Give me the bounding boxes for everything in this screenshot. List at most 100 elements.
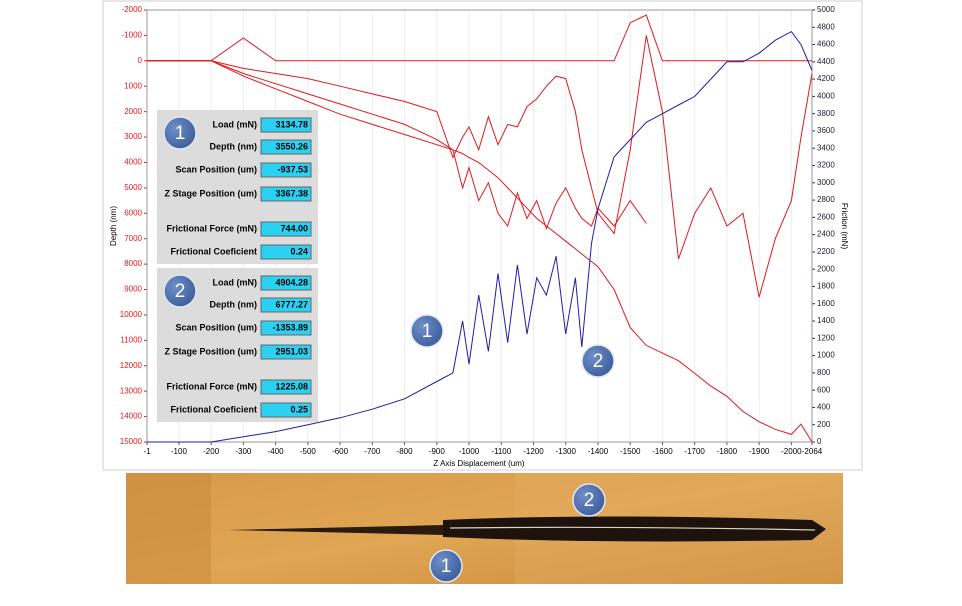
y2-tick-label: 600 [817,385,831,394]
readout-value: -1353.89 [272,322,308,332]
y2-tick-label: 2000 [817,264,835,273]
y2-tick-label: 2200 [817,247,835,256]
x-tick-label: -1 [143,447,151,456]
y-tick-label: 10000 [120,310,143,319]
series-line [147,35,813,298]
x-tick-label: -1600 [652,447,673,456]
y2-tick-label: 5000 [817,5,835,14]
y2-tick-label: 3400 [817,143,835,152]
readout-box [260,297,312,313]
series-line [147,14,812,62]
plot-frame [146,9,813,443]
readout-box [260,344,312,360]
readout-label: Z Stage Position (um) [164,346,257,356]
marker-circle [410,314,444,348]
y2-tick-label: 2800 [817,195,835,204]
marker-label: 2 [593,351,604,372]
readout-label: Frictional Coeficient [170,404,257,414]
readout-label: Load (mN) [213,119,258,129]
x-tick-label: -1300 [555,447,576,456]
photo-shade [126,473,211,584]
y2-tick-label: 0 [817,437,822,446]
y-tick-label: -2000 [122,5,143,14]
y-tick-label: 12000 [120,361,143,370]
y2-tick-label: 200 [817,420,831,429]
y-tick-label: 13000 [120,386,143,395]
y-tick-label: 14000 [120,412,143,421]
readout-value: 0.24 [290,246,308,256]
y2-tick-label: 4400 [817,57,835,66]
y2-tick-label: 4600 [817,40,835,49]
x-tick-label: -2000 [781,447,802,456]
x-axis-label: Z Axis Displacement (um) [433,459,524,468]
series-line [147,30,813,443]
readout-value: 744.00 [280,223,308,233]
y-tick-label: 4000 [124,158,142,167]
readout-box [260,117,312,133]
y-tick-label: 15000 [120,437,143,446]
y2-tick-label: 4000 [817,92,835,101]
y2-tick-label: 2400 [817,230,835,239]
readout-label: Frictional Coeficient [170,246,257,256]
readout-badge [163,274,197,308]
readout-box [260,186,312,202]
readout-box [260,221,312,237]
readout-badge [163,116,197,150]
readout-label: Scan Position (um) [175,164,257,174]
y-tick-label: 2000 [124,107,142,116]
x-tick-label: -1100 [491,447,511,456]
readout-box [260,275,312,291]
y2-tick-label: 1400 [817,316,835,325]
x-tick-label: -300 [235,447,252,456]
x-tick-label: -1000 [459,447,480,456]
x-tick-label: -2064 [802,447,823,456]
y2-tick-label: 3600 [817,126,835,135]
readout-value: 3550.26 [275,141,308,151]
y2-tick-label: 400 [817,403,831,412]
x-tick-label: -700 [364,447,381,456]
y2-tick-label: 3000 [817,178,835,187]
scratch-highlight [449,526,816,531]
y-tick-label: 0 [138,56,143,65]
readout-value: 3367.38 [275,188,308,198]
x-tick-label: -1700 [684,447,705,456]
series-line [147,60,647,230]
scratch-thin [228,525,445,535]
marker-label: 1 [441,556,452,577]
readout-panel: Load (mN) 3134.78 Depth (nm) 3550.26 Scan Po… [157,110,318,422]
markers: 1 2 2 1 [410,314,615,583]
readout-value: 3134.78 [275,119,308,129]
x-tick-label: -200 [203,447,220,456]
y-tick-label: 11000 [120,335,142,344]
x-tick-label: -1800 [717,447,738,456]
series-line [147,60,813,443]
y-tick-label: -1000 [122,31,143,40]
marker-circle [429,549,463,583]
y2-tick-label: 1200 [817,333,835,342]
readout-value: 1225.08 [275,381,308,391]
readout-label: Scan Position (um) [175,322,257,332]
y-tick-label: 3000 [124,132,142,141]
y2-tick-label: 4800 [817,22,835,31]
scratch-wide [443,516,826,542]
y-tick-label: 7000 [124,234,142,243]
x-tick-label: -1500 [620,447,641,456]
readout-label: Depth (nm) [210,141,258,151]
readout-box [260,320,312,336]
y-tick-label: 8000 [124,259,142,268]
y2-tick-label: 3800 [817,109,835,118]
y2-tick-label: 1600 [817,299,835,308]
x-tick-label: -900 [429,447,446,456]
readout-box [260,139,312,155]
readout-box [260,379,312,395]
y2-tick-label: 2600 [817,212,835,221]
y2-tick-label: 1800 [817,282,835,291]
x-tick-label: -600 [332,447,349,456]
y-axis-label: Depth (nm) [109,206,118,246]
readout-value: 0.25 [290,404,308,414]
y-tick-label: 1000 [124,81,142,90]
y2-axis-label: Friction (mN) [840,203,849,250]
readout-value: 2951.03 [275,346,308,356]
